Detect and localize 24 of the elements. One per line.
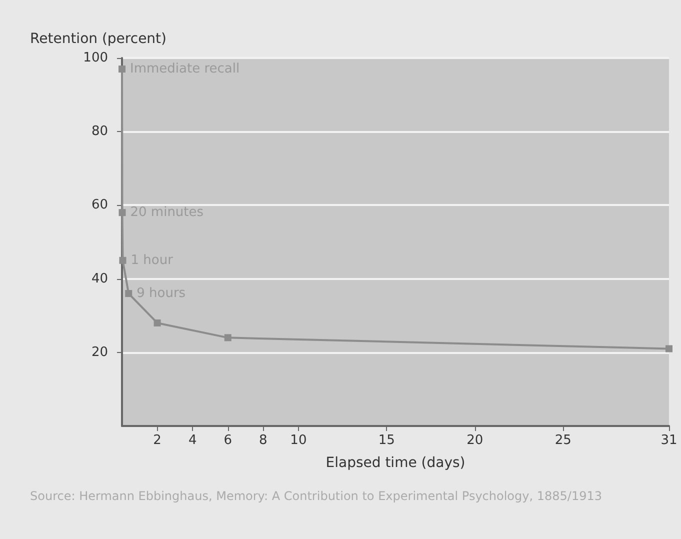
x-tick-label: 15 bbox=[378, 433, 395, 448]
x-tick-label: 8 bbox=[259, 433, 268, 448]
x-tick-label: 25 bbox=[554, 433, 572, 448]
x-tick-label: 6 bbox=[224, 433, 232, 448]
y-tick-label: 20 bbox=[91, 344, 108, 360]
y-tick-label: 60 bbox=[91, 198, 108, 213]
point bbox=[119, 256, 126, 264]
point bbox=[125, 290, 132, 298]
source-note: Source: Hermann Ebbinghaus, Memory: A Contribution to Experimental Psychology, 1885/1913 bbox=[30, 489, 602, 503]
x-axis-title: Elapsed time (days) bbox=[326, 455, 466, 471]
y-tick-label: 80 bbox=[91, 124, 108, 140]
x-tick-label: 20 bbox=[466, 433, 484, 448]
x-tick-label: 31 bbox=[660, 433, 678, 448]
point bbox=[118, 66, 126, 73]
y-tick-label: 40 bbox=[91, 271, 108, 286]
x-tick-label: 4 bbox=[188, 433, 197, 448]
x-tick-label: 2 bbox=[153, 433, 162, 448]
point bbox=[154, 319, 161, 326]
point bbox=[118, 209, 126, 216]
point bbox=[666, 345, 672, 352]
y-tick-label: 100 bbox=[83, 50, 108, 66]
x-tick-label: 10 bbox=[290, 433, 307, 448]
point bbox=[224, 334, 232, 342]
y-axis-title: Retention (percent) bbox=[30, 31, 166, 47]
